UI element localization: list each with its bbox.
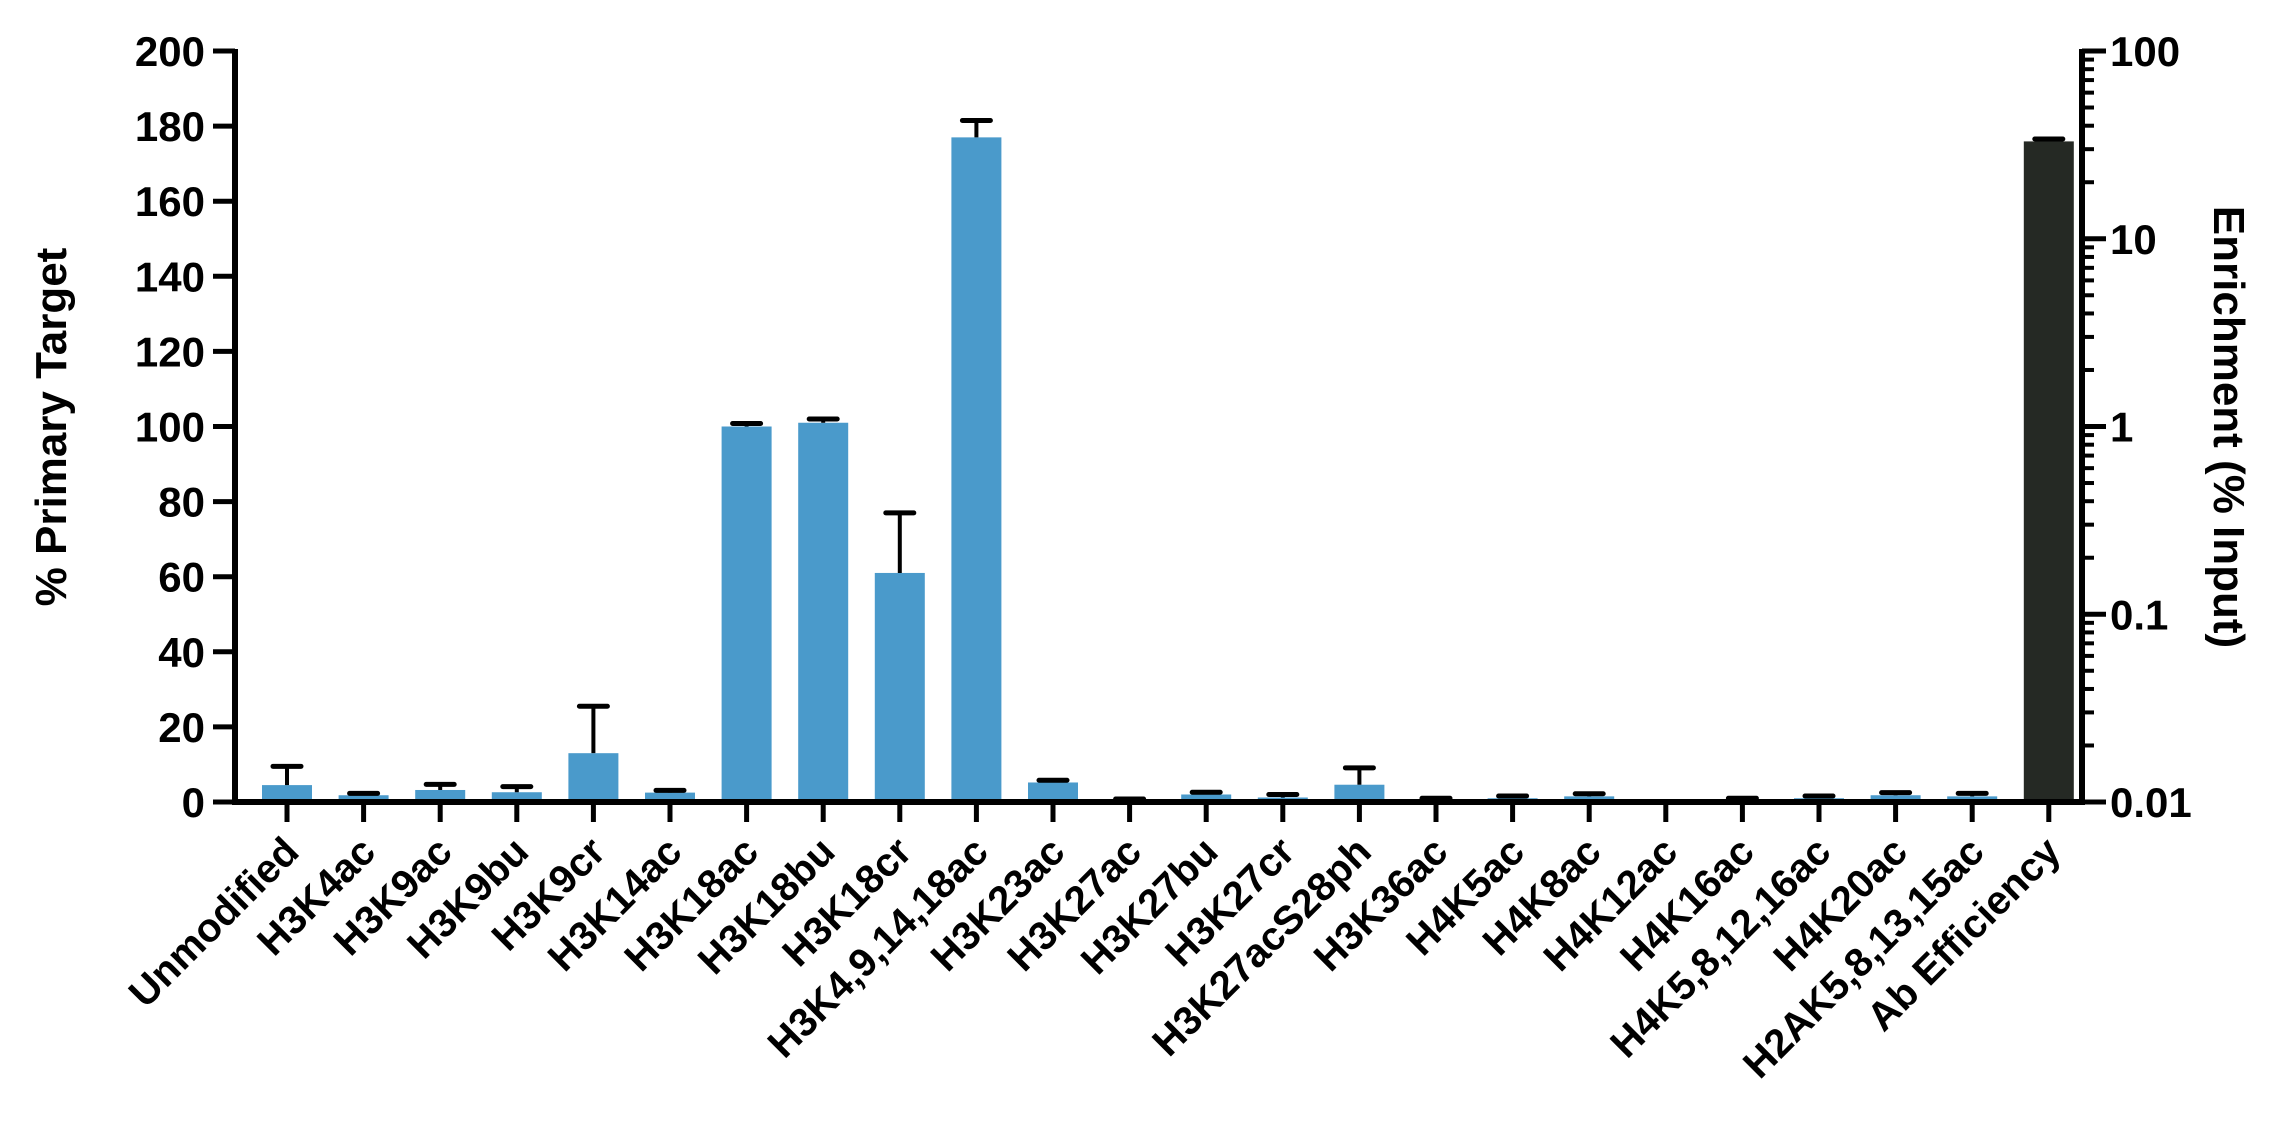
bars-group [262,137,2074,803]
y-axis-title-left: % Primary Target [27,247,76,606]
bar [874,572,925,802]
y-axis-title-right: Enrichment (% Input) [2204,206,2253,648]
y-tick-label-left: 60 [158,554,205,601]
y-tick-label-left: 80 [158,479,205,526]
y-tick-label-left: 40 [158,629,205,676]
y-tick-label-left: 20 [158,704,205,751]
y-tick-label-left: 120 [135,328,205,375]
bar [1028,782,1078,802]
labels-group: 0 20 40 60 80 100 120 140 160 180 200 0.01 0.1 1 10 100… [121,28,2192,1087]
bar [721,426,772,802]
bar [491,792,542,802]
bar [951,137,1002,803]
y-tick-label-right: 100 [2110,28,2180,75]
bar [2023,141,2074,803]
bar [1181,794,1232,802]
bar [262,785,312,802]
y-tick-label-left: 160 [135,178,205,225]
error-bars-group [270,117,2066,802]
y-tick-label-left: 140 [135,253,205,300]
y-tick-label-left: 0 [182,779,205,826]
y-tick-label-left: 200 [135,28,205,75]
bar [1870,795,1921,802]
y-tick-label-left: 180 [135,103,205,150]
bar [338,795,389,802]
y-tick-label-right: 1 [2110,404,2133,451]
bar [415,789,466,802]
y-tick-label-left: 100 [135,404,205,451]
bar [1334,784,1385,802]
axes-group [213,48,2106,822]
y-tick-label-right: 0.01 [2110,779,2192,826]
y-tick-label-right: 10 [2110,216,2157,263]
bar [568,753,619,802]
bar [645,792,695,802]
y-tick-label-right: 0.1 [2110,591,2168,638]
bar [798,422,849,802]
